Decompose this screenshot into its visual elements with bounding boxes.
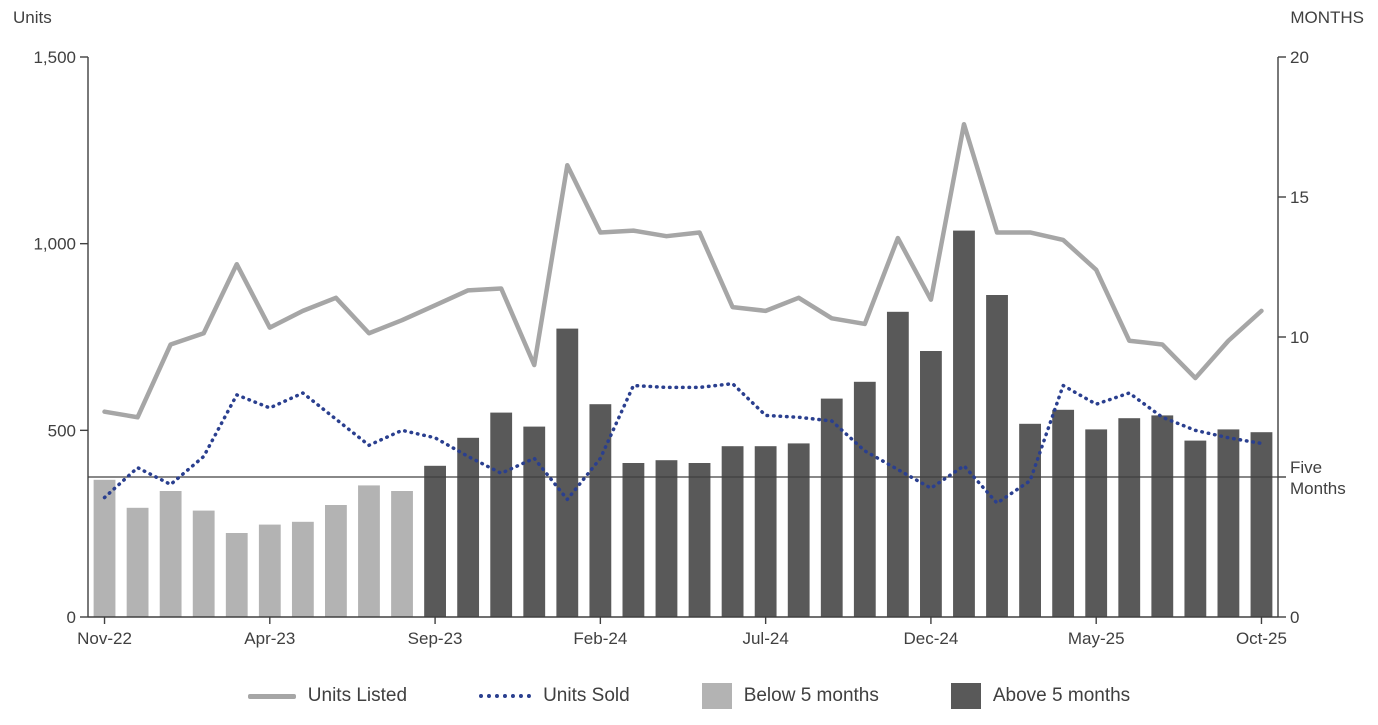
above-5-months-box-swatch — [950, 683, 981, 709]
units-sold-dotted-line-swatch — [479, 694, 532, 698]
inventory-bar-Oct-25 — [1250, 432, 1273, 617]
inventory-bar-Aug-25 — [1184, 440, 1207, 617]
inventory-bar-Sep-25 — [1217, 429, 1240, 617]
inventory-bar-May-23 — [291, 521, 314, 617]
x-axis-tick-label: Nov-22 — [77, 629, 132, 648]
inventory-bar-Dec-24 — [920, 351, 942, 617]
inventory-bar-Mar-25 — [1019, 423, 1041, 617]
inventory-bar-Feb-23 — [192, 510, 215, 617]
x-axis-tick-label: Sep-23 — [408, 629, 463, 648]
inventory-bar-Jan-24 — [556, 328, 579, 617]
inventory-bar-Nov-24 — [886, 311, 909, 617]
legend-label-above-5-months: Above 5 months — [992, 685, 1131, 706]
inventory-bar-Nov-22 — [93, 479, 116, 617]
inventory-bar-Oct-24 — [853, 381, 876, 617]
inventory-bar-Oct-23 — [457, 437, 480, 617]
x-axis-tick-label: Dec-24 — [904, 629, 959, 648]
right-axis-tick-label: 20 — [1290, 48, 1309, 67]
inventory-bar-Jun-25 — [1118, 418, 1141, 617]
series-line-units-sold — [102, 381, 1264, 505]
x-axis-tick-label: Oct-25 — [1236, 629, 1287, 648]
inventory-bar-Jul-24 — [754, 446, 777, 617]
legend-item-units-sold: Units Sold — [479, 685, 630, 707]
inventory-bar-Mar-24 — [622, 463, 645, 617]
left-axis-tick-label: 500 — [48, 421, 76, 440]
left-axis-title: Units — [13, 8, 52, 27]
inventory-bar-Sep-23 — [424, 465, 446, 617]
legend-item-above-5-months: Above 5 months — [950, 683, 1131, 709]
inventory-bar-Apr-25 — [1052, 409, 1075, 617]
right-axis-tick-label: 10 — [1290, 328, 1309, 347]
right-axis-tick-label: 0 — [1290, 608, 1299, 627]
five-months-label-line2: Months — [1290, 479, 1346, 498]
legend-item-below-5-months: Below 5 months — [701, 683, 879, 709]
x-axis-tick-label: Apr-23 — [244, 629, 295, 648]
left-axis-tick-label: 0 — [67, 608, 76, 627]
inventory-bar-Jul-25 — [1151, 415, 1174, 617]
inventory-bar-Dec-23 — [523, 426, 546, 617]
inventory-bar-Dec-22 — [126, 507, 149, 617]
legend-label-units-sold: Units Sold — [543, 685, 630, 706]
inventory-bar-Jun-23 — [325, 505, 347, 617]
series-line-units-listed — [102, 121, 1264, 420]
inventory-bar-Feb-24 — [589, 404, 612, 617]
inventory-bar-May-25 — [1085, 429, 1108, 617]
inventory-bar-Aug-24 — [787, 443, 810, 617]
x-axis-tick-label: May-25 — [1068, 629, 1125, 648]
x-axis-tick-label: Jul-24 — [742, 629, 788, 648]
left-axis-tick-label: 1,000 — [33, 235, 76, 254]
inventory-bar-May-24 — [688, 463, 711, 617]
inventory-bar-Aug-23 — [391, 491, 413, 617]
right-axis-title: MONTHS — [1290, 8, 1364, 27]
inventory-bar-Jul-23 — [358, 485, 380, 617]
inventory-bar-Apr-23 — [258, 524, 281, 617]
legend-item-units-listed: Units Listed — [247, 685, 408, 707]
inventory-bar-Apr-24 — [655, 460, 678, 617]
units-listed-line-swatch — [247, 693, 296, 699]
left-axis-tick-label: 1,500 — [33, 48, 76, 67]
inventory-bar-Mar-23 — [225, 533, 248, 617]
legend-label-units-listed: Units Listed — [307, 685, 408, 706]
inventory-bar-Feb-25 — [986, 295, 1008, 617]
x-axis-tick-label: Feb-24 — [573, 629, 627, 648]
below-5-months-box-swatch — [701, 683, 732, 709]
inventory-bar-Jan-25 — [953, 230, 975, 617]
five-months-label-line1: Five — [1290, 458, 1322, 477]
right-axis-tick-label: 15 — [1290, 188, 1309, 207]
inventory-bar-Nov-23 — [490, 412, 513, 617]
inventory-bar-Jun-24 — [721, 446, 744, 617]
legend-label-below-5-months: Below 5 months — [743, 685, 879, 706]
chart-legend: Units Listed Units Sold Below 5 months A… — [0, 674, 1378, 718]
inventory-bar-Jan-23 — [159, 491, 182, 617]
inventory-bar-Sep-24 — [820, 398, 843, 617]
